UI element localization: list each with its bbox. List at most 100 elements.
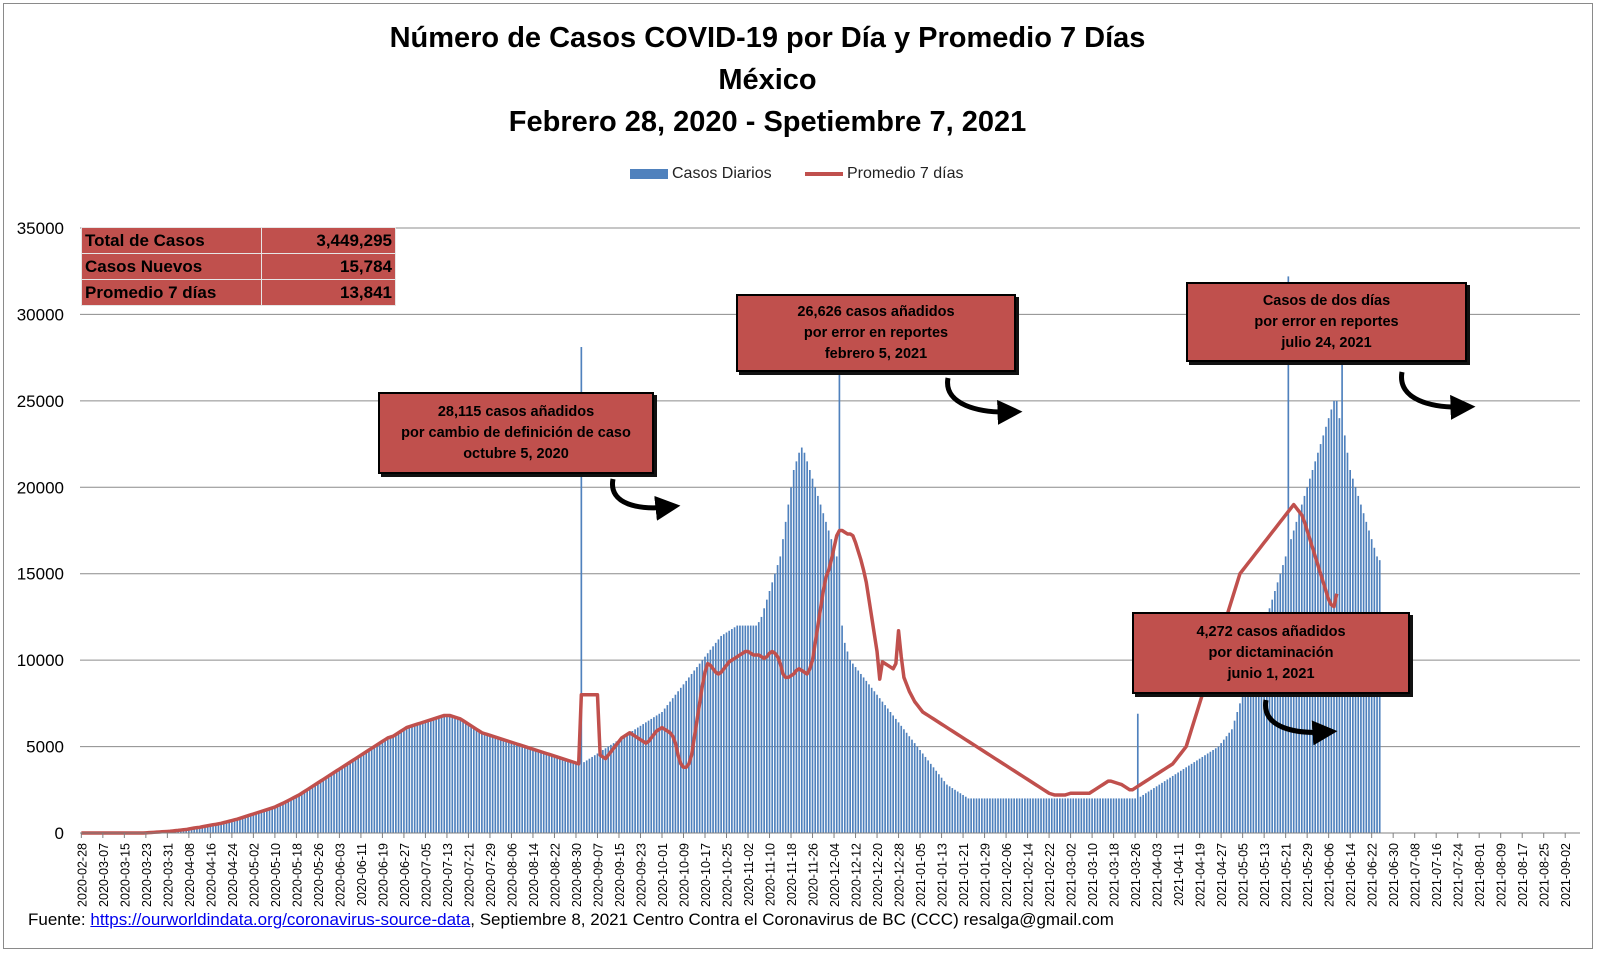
daily-cases-bar <box>642 724 645 833</box>
daily-cases-bar <box>400 731 403 833</box>
daily-cases-bar <box>1118 798 1120 833</box>
source-link[interactable]: https://ourworldindata.org/coronavirus-s… <box>90 910 471 929</box>
daily-cases-bar <box>411 725 413 833</box>
daily-cases-bar <box>1145 793 1147 833</box>
daily-cases-bar <box>1061 798 1064 833</box>
legend-line-swatch <box>805 172 843 176</box>
x-tick-label: 2021-02-22 <box>1043 843 1057 907</box>
daily-cases-bar <box>782 539 784 833</box>
summary-value: 13,841 <box>261 279 396 306</box>
daily-cases-bar <box>435 718 438 833</box>
daily-cases-bar <box>1244 686 1247 833</box>
daily-cases-bar <box>916 746 919 833</box>
daily-cases-bar <box>475 729 478 833</box>
x-tick-label: 2020-06-19 <box>376 843 390 907</box>
daily-cases-bar <box>765 599 768 833</box>
callout-arrow <box>1263 699 1338 746</box>
daily-cases-bar <box>1155 786 1158 833</box>
daily-cases-bar <box>220 823 222 833</box>
x-tick-label: 2020-08-30 <box>570 843 584 907</box>
x-tick-label: 2020-09-07 <box>591 843 605 907</box>
daily-cases-bar <box>948 786 951 833</box>
daily-cases-bar <box>1013 798 1015 833</box>
x-tick-label: 2020-09-15 <box>613 843 627 907</box>
daily-cases-bar <box>357 756 360 833</box>
daily-cases-bar <box>497 737 499 833</box>
daily-cases-bar <box>1053 798 1056 833</box>
daily-cases-bar <box>986 798 989 833</box>
x-tick-label: 2021-03-02 <box>1065 843 1079 907</box>
annotation-july-2021: Casos de dos días por error en reportes … <box>1186 282 1467 362</box>
x-tick-label: 2021-07-08 <box>1409 843 1423 907</box>
daily-cases-bar <box>1220 743 1222 833</box>
annotation-october-2020: 28,115 casos añadidos por cambio de defi… <box>378 392 654 474</box>
x-tick-label: 2021-02-06 <box>1000 843 1014 907</box>
daily-cases-bar <box>575 762 577 833</box>
daily-cases-bar <box>306 789 308 833</box>
daily-cases-bar <box>704 656 706 833</box>
daily-cases-bar <box>962 794 964 833</box>
daily-cases-bar <box>819 504 822 833</box>
daily-cases-bar <box>561 758 564 833</box>
daily-cases-bar <box>591 756 593 833</box>
daily-cases-bar <box>1212 750 1214 833</box>
daily-cases-bar <box>771 582 774 833</box>
daily-cases-bar <box>636 727 639 833</box>
x-tick-label: 2020-04-08 <box>183 843 197 907</box>
daily-cases-bar <box>1085 798 1088 833</box>
source-footer: Fuente: https://ourworldindata.org/coron… <box>28 910 1114 930</box>
daily-cases-bar <box>1088 798 1091 833</box>
x-tick-label: 2021-04-03 <box>1151 843 1165 907</box>
callout-arrow <box>945 377 1023 425</box>
daily-cases-bar <box>655 715 658 833</box>
daily-cases-bar <box>263 810 265 833</box>
daily-cases-bar <box>440 716 443 833</box>
daily-cases-bar <box>873 691 876 833</box>
daily-cases-bar <box>714 642 717 833</box>
x-tick-label: 2020-06-11 <box>355 843 369 906</box>
daily-cases-bar <box>1024 798 1026 833</box>
daily-cases-bar <box>1131 798 1134 833</box>
daily-cases-bar <box>1048 798 1050 833</box>
x-tick-label: 2020-08-06 <box>505 843 519 907</box>
daily-cases-bar <box>330 774 333 833</box>
daily-cases-bar <box>467 724 470 833</box>
daily-cases-bar <box>1147 791 1150 833</box>
daily-cases-bar <box>806 461 808 833</box>
daily-cases-bar <box>809 470 811 833</box>
daily-cases-bar <box>663 708 666 833</box>
daily-cases-bar <box>1067 798 1069 833</box>
daily-cases-bar <box>365 751 368 833</box>
daily-cases-bar <box>817 495 819 833</box>
daily-cases-bar <box>739 625 741 833</box>
daily-cases-bar <box>499 738 502 833</box>
daily-cases-bar <box>1091 798 1093 833</box>
daily-cases-bar <box>354 758 357 833</box>
daily-cases-bar <box>255 813 257 833</box>
x-tick-label: 2021-08-25 <box>1538 843 1552 907</box>
x-tick-label: 2020-09-23 <box>634 843 648 907</box>
daily-cases-bar <box>857 670 860 833</box>
daily-cases-bar <box>970 798 972 833</box>
daily-cases-bar <box>588 758 591 833</box>
daily-cases-bar <box>559 757 561 833</box>
daily-cases-bar <box>688 677 690 833</box>
daily-cases-bar <box>222 822 225 833</box>
daily-cases-bar <box>206 825 209 833</box>
daily-cases-bar <box>1069 798 1072 833</box>
daily-cases-bar <box>935 770 938 833</box>
x-tick-label: 2020-03-15 <box>118 843 132 907</box>
daily-cases-bar <box>478 731 481 833</box>
daily-cases-bar <box>1193 762 1196 833</box>
daily-cases-bar <box>722 634 725 833</box>
daily-cases-bar <box>451 716 454 833</box>
daily-cases-bar <box>884 705 886 833</box>
y-tick-label: 35000 <box>17 219 64 238</box>
y-tick-label: 30000 <box>17 305 64 324</box>
daily-cases-bar <box>1026 798 1029 833</box>
daily-cases-bar <box>790 487 792 833</box>
x-tick-label: 2021-03-18 <box>1108 843 1122 907</box>
x-tick-label: 2020-07-21 <box>462 843 476 907</box>
daily-cases-bar <box>1139 796 1142 833</box>
x-tick-label: 2020-12-04 <box>828 843 842 907</box>
